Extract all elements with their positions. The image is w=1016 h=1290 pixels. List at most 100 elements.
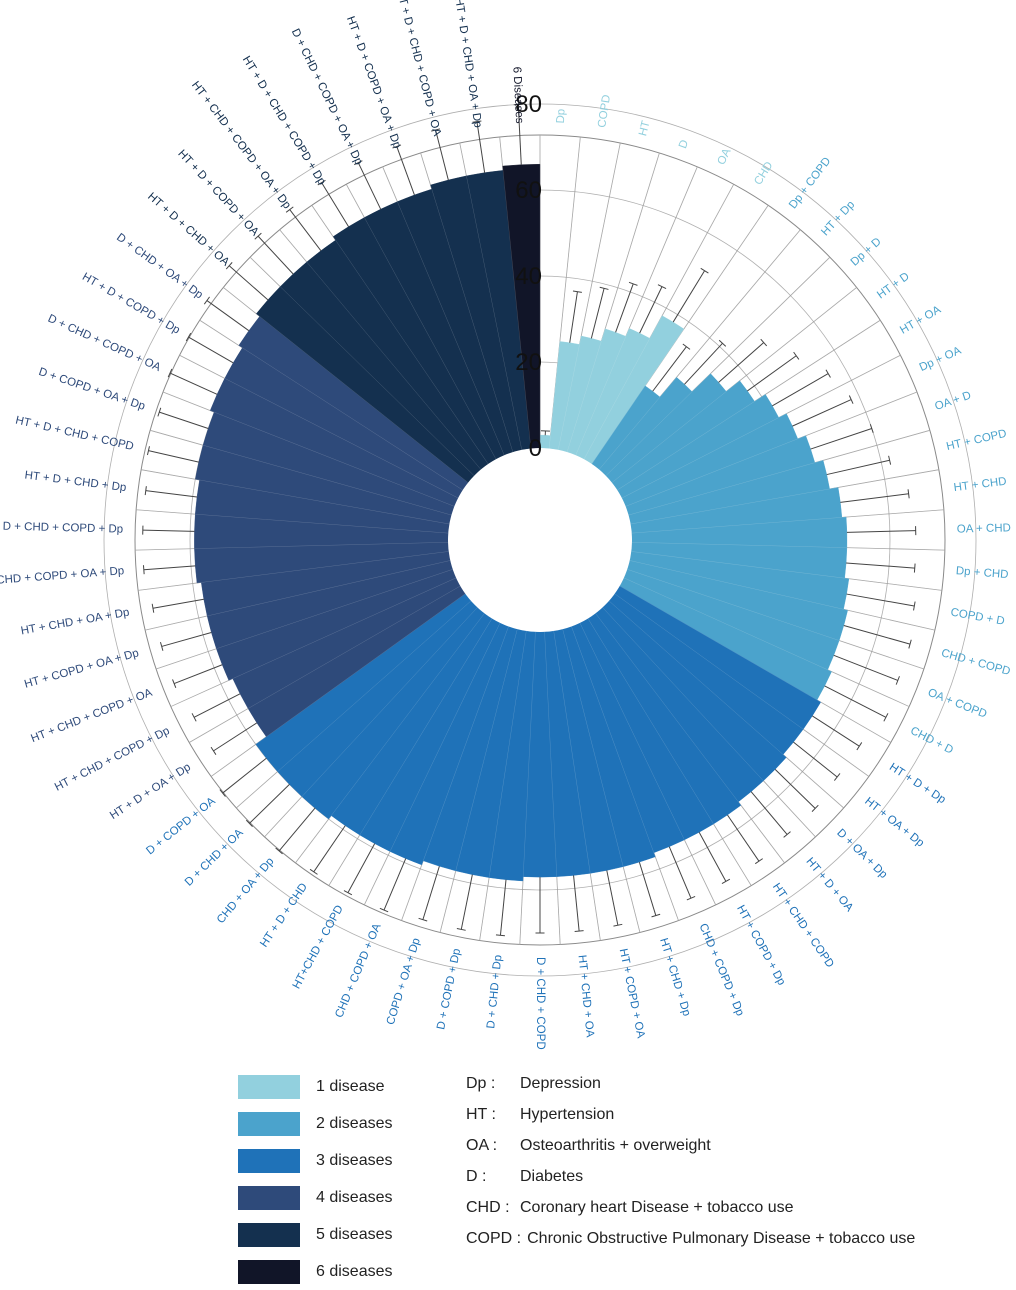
error-cap — [192, 713, 196, 721]
error-cap — [857, 742, 862, 750]
category-label: D + CHD + OA — [183, 827, 246, 889]
category-label: HT + D + CHD — [258, 881, 310, 949]
abbreviation-description: Coronary heart Disease + tobacco use — [520, 1199, 793, 1217]
category-label: D + COPD + OA — [144, 795, 218, 857]
legend-item: 3 diseases — [238, 1142, 393, 1179]
legend-label: 3 diseases — [316, 1152, 393, 1170]
error-bar — [229, 266, 268, 300]
category-label: CHD + D — [908, 725, 955, 757]
error-bar — [699, 832, 726, 881]
error-bar — [477, 122, 485, 173]
category-label: HT + COPD + OA + Dp — [23, 647, 140, 691]
legend-label: 6 diseases — [316, 1263, 393, 1281]
category-label: D + CHD + COPD + Dp — [3, 521, 124, 536]
error-bar — [684, 343, 722, 384]
error-bar — [348, 844, 375, 893]
category-label: D + CHD + COPD + OA — [46, 313, 163, 374]
category-label: HT + CHD + COPD + OA — [29, 687, 154, 745]
abbreviation-description: Hypertension — [520, 1106, 614, 1124]
abbreviation-key: Dp : Depression HT : Hypertension OA : O… — [466, 1068, 915, 1254]
category-label: HT + D + Dp — [887, 761, 948, 806]
error-bar — [673, 271, 704, 322]
error-bar — [570, 292, 578, 343]
error-bar — [719, 343, 764, 383]
category-label: HT+CHD + COPD — [291, 903, 346, 991]
legend-swatch — [238, 1075, 300, 1099]
error-bar — [591, 288, 604, 338]
abbreviation-row: D : Diabetes — [466, 1161, 915, 1192]
error-bar — [747, 356, 796, 391]
error-cap — [755, 859, 762, 864]
error-cap — [575, 931, 584, 932]
abbreviation-code: HT : — [466, 1106, 520, 1124]
error-cap — [211, 747, 216, 755]
abbreviation-code: OA : — [466, 1137, 520, 1155]
abbreviation-row: HT : Hypertension — [466, 1099, 915, 1130]
category-label: HT + D + CHD + COPD + OA — [394, 0, 443, 138]
category-label: HT + CHD — [953, 476, 1007, 495]
legend-swatch — [238, 1112, 300, 1136]
error-bar — [574, 875, 580, 931]
category-label: HT + D — [875, 270, 912, 301]
error-cap — [145, 486, 146, 495]
abbreviation-code: Dp : — [466, 1075, 520, 1093]
abbreviation-code: D : — [466, 1168, 520, 1186]
error-cap — [701, 268, 709, 273]
category-label: D — [677, 138, 691, 150]
abbreviation-row: COPD : Chronic Obstructive Pulmonary Dis… — [466, 1223, 915, 1254]
category-label: Dp + COPD — [787, 155, 833, 211]
error-bar — [170, 373, 217, 394]
category-label: D + CHD + Dp — [485, 954, 504, 1029]
legend-swatch — [238, 1149, 300, 1173]
abbreviation-row: Dp : Depression — [466, 1068, 915, 1099]
error-cap — [573, 291, 582, 292]
error-bar — [840, 494, 908, 503]
error-bar — [793, 742, 837, 777]
error-cap — [784, 832, 791, 838]
category-label: HT + D + CHD + OA + Dp — [452, 0, 483, 129]
abbreviation-description: Diabetes — [520, 1168, 583, 1186]
error-bar — [397, 146, 415, 194]
error-cap — [683, 344, 690, 349]
error-bar — [162, 632, 212, 646]
legend-label: 4 diseases — [316, 1189, 393, 1207]
error-bar — [194, 694, 240, 718]
category-label: OA + CHD — [957, 522, 1011, 535]
radial-tick-label: 60 — [515, 177, 542, 204]
legend-item: 6 diseases — [238, 1253, 393, 1290]
category-label: D + CHD + COPD — [534, 957, 546, 1050]
category-label: 6 Diseases — [510, 66, 525, 124]
center-hole — [448, 448, 632, 632]
legend-item: 1 disease — [238, 1068, 393, 1105]
error-cap — [908, 489, 909, 498]
error-cap — [220, 790, 226, 797]
error-bar — [188, 337, 233, 363]
category-label: Dp + CHD — [955, 565, 1008, 581]
abbreviation-row: CHD : Coronary heart Disease + tobacco u… — [466, 1192, 915, 1223]
legend-item: 5 diseases — [238, 1216, 393, 1253]
error-bar — [423, 866, 439, 919]
abbreviation-code: CHD : — [466, 1199, 520, 1217]
error-cap — [658, 285, 666, 289]
radial-tick-label: 20 — [515, 349, 542, 376]
legend-label: 2 diseases — [316, 1115, 393, 1133]
error-bar — [847, 531, 916, 533]
category-label: CHD + OA + Dp — [215, 856, 277, 926]
error-cap — [794, 352, 799, 359]
error-bar — [384, 859, 406, 911]
category-label: HT + D + CHD + Dp — [24, 470, 127, 495]
error-bar — [144, 566, 195, 570]
abbreviation-code: COPD : — [466, 1230, 521, 1248]
error-bar — [159, 412, 208, 428]
error-bar — [792, 400, 851, 427]
error-bar — [607, 870, 618, 925]
legend: 1 disease 2 diseases 3 diseases 4 diseas… — [238, 1068, 393, 1290]
error-cap — [914, 564, 915, 573]
error-bar — [772, 374, 828, 406]
category-label: D + COPD + OA + Dp — [37, 366, 147, 413]
error-bar — [639, 862, 655, 915]
category-label: HT + OA — [898, 304, 943, 337]
category-label: HT + Dp — [819, 199, 857, 239]
category-label: Dp + OA — [918, 345, 964, 374]
category-label: D + COPD + Dp — [435, 948, 463, 1031]
